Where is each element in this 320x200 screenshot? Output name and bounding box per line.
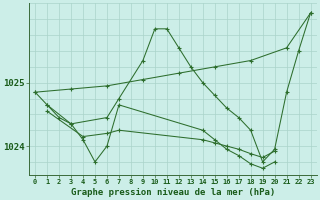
X-axis label: Graphe pression niveau de la mer (hPa): Graphe pression niveau de la mer (hPa) bbox=[71, 188, 275, 197]
